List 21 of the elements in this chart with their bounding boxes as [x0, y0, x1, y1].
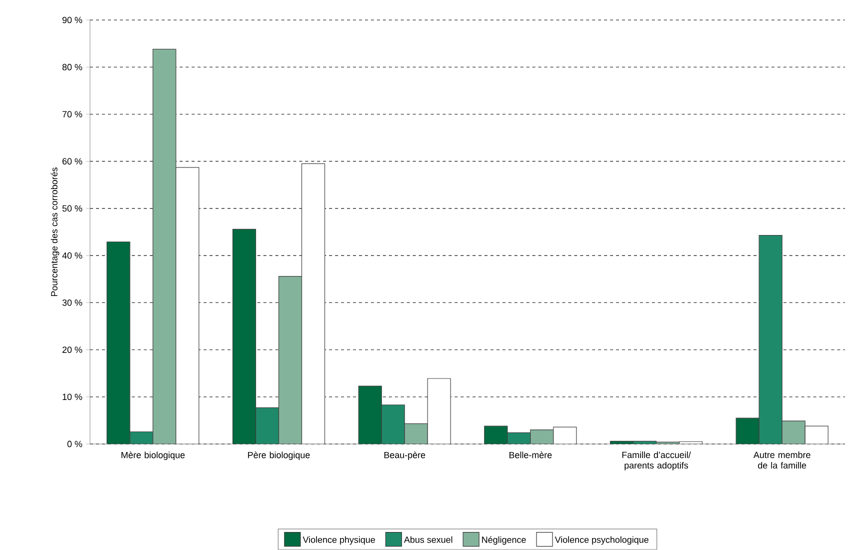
- y-tick-label: 50 %: [62, 205, 82, 212]
- y-tick-label: 90 %: [62, 16, 82, 24]
- x-tick-label: Belle-mère: [509, 452, 552, 458]
- x-tick-label: Autre membre de la famille: [753, 452, 810, 469]
- legend-label: Violence physique: [302, 536, 375, 545]
- x-tick-label: Beau-père: [384, 452, 426, 460]
- y-tick-label: 0 %: [67, 440, 82, 448]
- legend-label: Abus sexuel: [404, 536, 452, 543]
- legend-label: Négligence: [482, 536, 526, 545]
- y-tick-label: 70 %: [62, 111, 82, 118]
- x-tick-label: Père biologique: [248, 452, 310, 460]
- y-tick-label: 80 %: [62, 64, 82, 70]
- legend-label: Violence psychologique: [554, 536, 648, 545]
- y-tick-label: 30 %: [62, 300, 82, 306]
- y-tick-label: 20 %: [62, 346, 82, 354]
- x-tick-label: Famille d’accueil/ parents adoptifs: [622, 452, 691, 470]
- y-tick-label: 10 %: [62, 394, 82, 400]
- y-tick-label: 40 %: [62, 252, 82, 259]
- y-tick-label: 60 %: [62, 158, 82, 165]
- x-tick-label: Mère biologique: [122, 452, 185, 460]
- y-axis-title: Pourcentage des cas corroborés: [50, 168, 60, 296]
